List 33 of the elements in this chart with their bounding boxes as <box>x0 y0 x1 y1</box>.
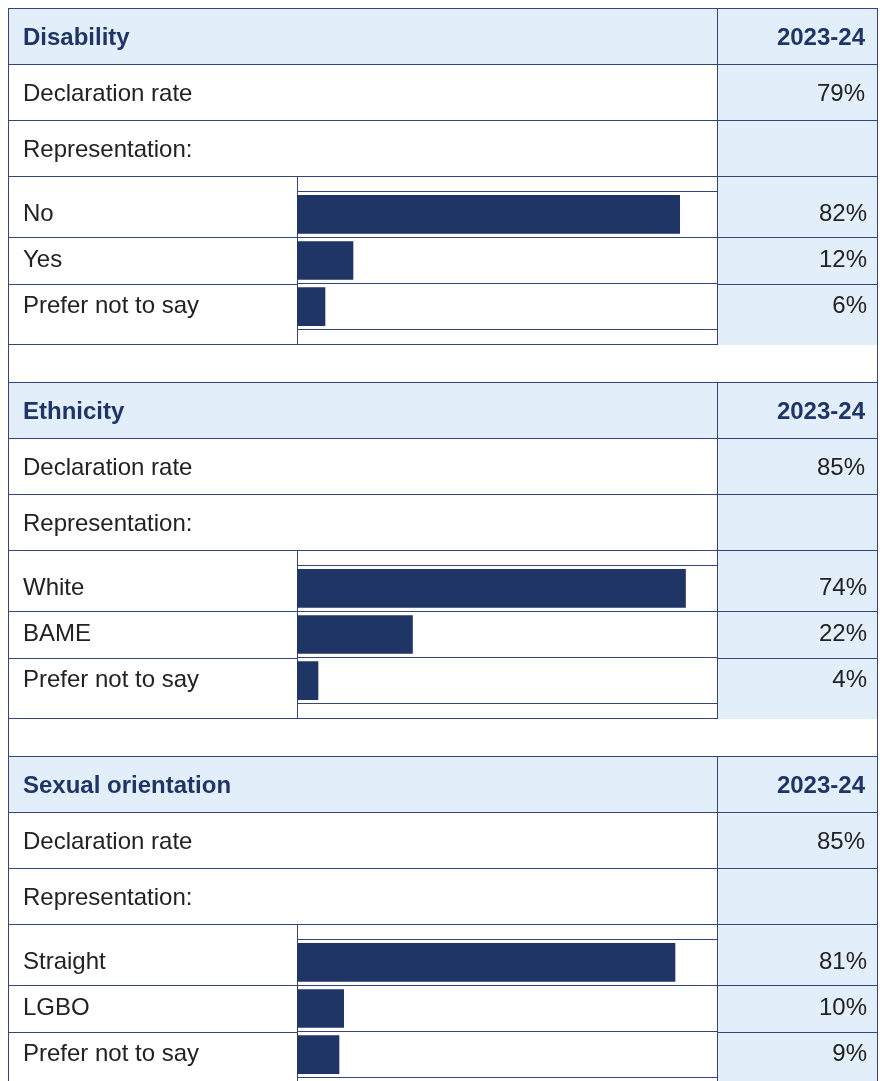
data-label: 82% <box>818 199 867 227</box>
text: 85% <box>718 439 877 494</box>
y-tick-label: Prefer not to say <box>23 291 200 319</box>
text: 2023-24 <box>718 383 877 438</box>
text: 85% <box>718 813 877 868</box>
text: 2023-24 <box>718 9 877 64</box>
text: Declaration rate <box>9 65 718 120</box>
data-label: 4% <box>832 665 867 693</box>
data-label: 22% <box>818 619 867 647</box>
text: 79% <box>718 65 877 120</box>
y-tick-label: BAME <box>23 619 92 647</box>
text: Declaration rate <box>9 439 718 494</box>
y-tick-label: LGBO <box>23 993 90 1021</box>
y-tick-label: No <box>23 199 54 227</box>
text: Representation: <box>9 869 718 924</box>
text: Representation: <box>9 495 718 550</box>
chart-title: Sexual orientation <box>9 757 718 812</box>
data-label: 9% <box>832 1039 867 1067</box>
y-tick-label: Yes <box>23 245 63 273</box>
text: 2023-24 <box>718 757 877 812</box>
text: Disability <box>9 9 718 64</box>
data-label: 6% <box>832 291 867 319</box>
text: Declaration rate <box>9 813 718 868</box>
text: Ethnicity <box>9 383 718 438</box>
data-label: 10% <box>818 993 867 1021</box>
data-label: 74% <box>818 573 867 601</box>
y-tick-label: Straight <box>23 947 107 975</box>
data-label: 81% <box>818 947 867 975</box>
y-tick-label: Prefer not to say <box>23 1039 200 1067</box>
text: Representation: <box>9 121 718 176</box>
y-tick-label: White <box>23 573 85 601</box>
data-label: 12% <box>818 245 867 273</box>
y-tick-label: Prefer not to say <box>23 665 200 693</box>
